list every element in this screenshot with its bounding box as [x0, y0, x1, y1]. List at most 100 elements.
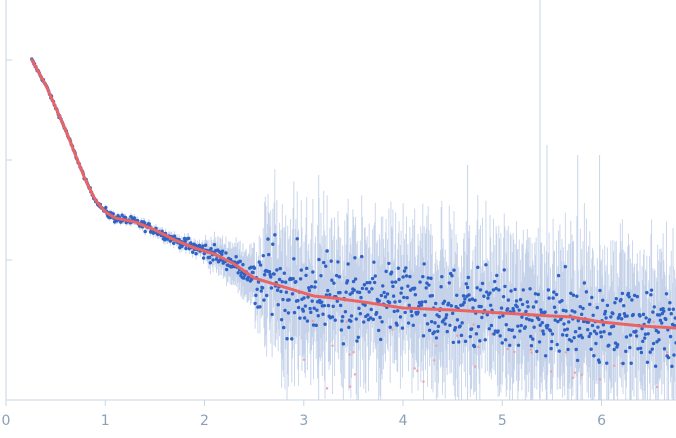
data-point — [384, 269, 388, 274]
data-point — [234, 255, 238, 259]
data-point — [359, 295, 363, 300]
data-point — [582, 281, 587, 285]
data-point — [471, 306, 475, 310]
data-point — [546, 323, 550, 328]
data-point — [536, 292, 540, 297]
data-point — [397, 277, 401, 282]
data-point — [373, 274, 377, 278]
data-point — [577, 326, 582, 331]
data-point — [567, 320, 571, 324]
data-point — [313, 285, 317, 289]
data-point — [625, 314, 629, 318]
data-point — [224, 267, 229, 272]
data-point — [450, 274, 454, 278]
data-point — [368, 316, 373, 320]
data-point — [603, 309, 608, 314]
data-point — [298, 277, 303, 281]
data-point — [304, 273, 308, 278]
data-point — [287, 298, 291, 302]
data-point — [488, 291, 492, 295]
data-point — [309, 310, 313, 315]
data-point — [315, 308, 319, 312]
data-point — [442, 299, 447, 304]
data-point — [405, 296, 409, 300]
data-point — [565, 327, 570, 331]
data-point — [667, 307, 671, 312]
outlier-point — [472, 323, 475, 326]
data-point — [658, 313, 662, 317]
data-point — [251, 270, 255, 275]
data-point — [190, 250, 195, 254]
data-point — [660, 321, 664, 325]
data-point — [476, 265, 480, 270]
outlier-point — [598, 378, 602, 381]
outlier-point — [413, 367, 416, 370]
data-point — [316, 314, 320, 318]
data-point — [355, 339, 359, 343]
data-point — [461, 294, 466, 298]
data-point — [312, 306, 316, 310]
data-point — [501, 294, 506, 299]
outlier-point — [331, 344, 334, 347]
data-point — [273, 233, 277, 237]
data-point — [362, 320, 366, 324]
data-point — [524, 317, 529, 321]
outlier-point — [391, 328, 394, 331]
data-point — [323, 322, 327, 326]
data-point — [411, 323, 415, 327]
data-point — [236, 271, 240, 275]
data-point — [427, 283, 431, 287]
data-point — [615, 342, 620, 347]
data-point — [502, 268, 506, 272]
data-point — [466, 275, 470, 280]
data-point — [503, 284, 507, 289]
data-point — [296, 298, 300, 303]
data-point — [425, 322, 430, 326]
data-point — [404, 266, 408, 270]
data-point — [650, 347, 654, 351]
data-point — [335, 299, 339, 303]
data-point — [331, 304, 335, 309]
data-point — [436, 329, 440, 333]
data-point — [321, 312, 325, 316]
data-point — [406, 321, 411, 325]
data-point — [403, 310, 407, 315]
data-point — [374, 310, 379, 315]
data-point — [455, 318, 460, 322]
data-point — [614, 296, 618, 301]
data-point — [540, 321, 544, 325]
data-point — [382, 290, 386, 295]
outlier-point — [473, 365, 477, 368]
data-point — [644, 316, 648, 320]
data-point — [270, 312, 274, 317]
data-point — [271, 242, 275, 246]
data-point — [321, 260, 326, 265]
data-point — [506, 298, 511, 302]
outlier-point — [477, 345, 480, 349]
data-point — [569, 339, 574, 343]
data-point — [634, 334, 639, 338]
data-point — [372, 260, 376, 264]
data-point — [458, 324, 462, 328]
data-point — [629, 361, 633, 365]
data-point — [259, 289, 263, 293]
data-point — [519, 323, 523, 328]
data-point — [427, 328, 432, 333]
data-point — [209, 246, 213, 251]
data-point — [362, 283, 367, 287]
data-point — [172, 234, 177, 238]
data-point — [550, 339, 554, 344]
data-point — [343, 310, 348, 314]
data-point — [479, 304, 483, 309]
data-point — [485, 313, 489, 317]
data-point — [333, 318, 337, 322]
data-point — [592, 329, 597, 333]
data-point — [292, 310, 297, 315]
data-point — [470, 297, 475, 301]
data-point — [547, 296, 551, 300]
data-point — [262, 298, 266, 302]
data-point — [664, 317, 668, 322]
data-point — [639, 350, 644, 355]
data-point — [595, 305, 599, 310]
data-point — [503, 338, 508, 342]
